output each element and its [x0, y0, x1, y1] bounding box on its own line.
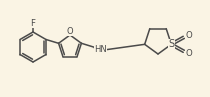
Text: O: O	[185, 49, 192, 58]
Text: HN: HN	[94, 45, 107, 54]
Text: F: F	[30, 19, 35, 28]
Text: S: S	[168, 39, 174, 49]
Text: O: O	[67, 27, 73, 36]
Text: O: O	[185, 31, 192, 40]
